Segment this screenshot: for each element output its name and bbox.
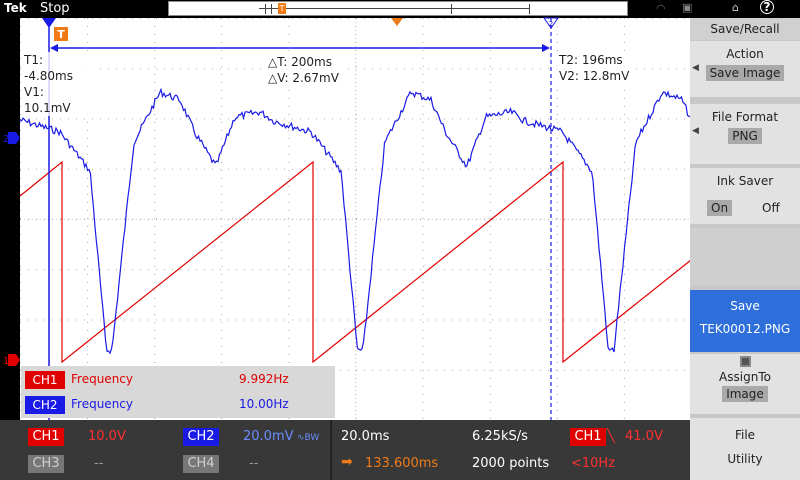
menu-ink-label: Ink Saver — [716, 174, 774, 188]
measurement-value: 9.992Hz — [239, 372, 289, 386]
cursor-delta-readout: △T: 200ms △V: 2.67mV — [265, 54, 347, 86]
menu-action-label: Action — [726, 47, 764, 61]
cursor2-top-marker-label: 2 — [549, 20, 553, 28]
wifi-icon: ◠ — [656, 2, 666, 15]
waveform-display: 2 T 2 1 — [3, 17, 692, 420]
record-length: 2000 points — [472, 456, 550, 471]
cursor1-time: T1: -4.80ms — [24, 53, 73, 83]
ch2-ground-marker — [8, 132, 20, 144]
save-icon — [739, 356, 751, 367]
ch2-ground-marker-label: 2 — [3, 134, 9, 145]
cursor-span-arrowhead-left — [50, 44, 58, 52]
measurement-value: 10.00Hz — [239, 397, 289, 411]
header-icons: ◠ ▣ ⌂ ? — [656, 0, 800, 18]
trigger-time-marker-label: T — [57, 28, 65, 41]
measurement-row-ch2[interactable]: CH2 Frequency 10.00Hz — [21, 393, 335, 415]
menu-knob-arrow-icon: ◀ — [692, 63, 699, 73]
menu-file-utility-button[interactable]: File Utility — [690, 418, 800, 480]
trigger-frequency: <10Hz — [571, 456, 616, 471]
menu-assign-to-button[interactable]: AssignTo Image — [690, 354, 800, 414]
cursor-delta-time: △T: 200ms — [268, 55, 332, 69]
timebase-scale[interactable]: 20.0ms — [341, 429, 390, 444]
trigger-source[interactable]: CH1 — [570, 428, 606, 446]
menu-format-label: File Format — [711, 110, 779, 124]
menu-assign-label: AssignTo — [719, 370, 771, 384]
bottom-status-bar: CH1 10.0V CH2 20.0mV ∿BW CH3 -- CH4 -- 2… — [0, 420, 690, 480]
ch4-button[interactable]: CH4 — [183, 455, 219, 473]
ink-saver-off[interactable]: Off — [762, 201, 780, 215]
menu-file-format-button[interactable]: ◀ File Format PNG — [690, 104, 800, 164]
cursor-span-arrowhead-right — [542, 44, 550, 52]
ch1-ground-marker — [8, 354, 20, 366]
cursor2-voltage: V2: 12.8mV — [559, 69, 630, 83]
ch1-ground-marker-label: 1 — [3, 356, 9, 367]
ch1-waveform — [19, 160, 692, 364]
record-view-line — [259, 8, 529, 9]
menu-assign-value: Image — [722, 386, 768, 402]
record-view-tick — [529, 4, 530, 14]
measurement-channel-badge: CH2 — [25, 396, 65, 414]
menu-action-value: Save Image — [705, 65, 785, 81]
bandwidth-limit-icon: ∿BW — [297, 433, 320, 443]
brand-logo: Tek — [4, 1, 27, 15]
help-icon[interactable]: ? — [760, 0, 774, 14]
trigger-offset-arrow-icon: ➡ — [341, 454, 353, 470]
ch3-button[interactable]: CH3 — [28, 455, 64, 473]
menu-format-value: PNG — [728, 128, 762, 144]
usb-icon: ⌂ — [732, 1, 739, 14]
ch2-button[interactable]: CH2 — [183, 428, 219, 446]
record-view-tick — [451, 4, 452, 14]
trigger-level: 41.0V — [625, 429, 663, 444]
lock-icon: ▣ — [682, 1, 693, 14]
menu-empty-slot — [690, 228, 800, 286]
menu-ink-saver-button[interactable]: Ink Saver On Off — [690, 168, 800, 224]
menu-save-label: Save — [730, 299, 760, 313]
trigger-time-marker — [54, 27, 68, 41]
menu-action-button[interactable]: ◀ Action Save Image — [690, 41, 800, 97]
cursor2-readout: T2: 196ms V2: 12.8mV — [556, 52, 634, 84]
ch2-scale: 20.0mV — [243, 429, 294, 444]
cursor1-top-marker — [42, 18, 56, 28]
trigger-position-marker — [391, 18, 403, 26]
measurement-name: Frequency — [71, 397, 133, 411]
cursor2-top-marker — [543, 17, 559, 29]
ch1-scale: 10.0V — [88, 429, 126, 444]
ch3-scale: -- — [94, 456, 104, 471]
menu-title: Save/Recall — [690, 18, 800, 40]
measurement-row-ch1[interactable]: CH1 Frequency 9.992Hz — [21, 368, 335, 390]
trigger-offset[interactable]: 133.600ms — [365, 456, 439, 471]
top-status-bar: Tek Stop T — [0, 0, 690, 18]
record-view-tick — [265, 4, 266, 14]
ch2-waveform — [19, 87, 691, 355]
run-state-indicator[interactable]: Stop — [40, 1, 70, 16]
measurement-panel[interactable]: CH1 Frequency 9.992Hz CH2 Frequency 10.0… — [21, 366, 335, 418]
menu-knob-arrow-icon: ◀ — [692, 126, 699, 136]
ink-saver-on[interactable]: On — [707, 200, 733, 216]
record-view-tick — [271, 4, 272, 14]
measurement-channel-badge: CH1 — [25, 371, 65, 389]
menu-title-text: Save/Recall — [710, 22, 780, 36]
cursor-delta-voltage: △V: 2.67mV — [268, 71, 339, 85]
cursor1-readout: T1: -4.80ms V1: 10.1mV — [21, 52, 93, 116]
menu-save-button[interactable]: Save TEK00012.PNG — [690, 290, 800, 352]
menu-file-utility-line2: Utility — [727, 452, 763, 466]
trigger-slope-icon: ╲ — [607, 429, 615, 444]
measurement-name: Frequency — [71, 372, 133, 386]
record-view-bar[interactable]: T — [168, 1, 628, 16]
cursor1-voltage: V1: 10.1mV — [24, 85, 71, 115]
ch1-button[interactable]: CH1 — [28, 428, 64, 446]
ch4-scale: -- — [249, 456, 259, 471]
menu-save-filename: TEK00012.PNG — [699, 322, 791, 336]
sample-rate: 6.25kS/s — [472, 429, 528, 444]
menu-file-utility-line1: File — [734, 428, 756, 442]
cursor2-time: T2: 196ms — [559, 53, 623, 67]
record-view-trigger-marker: T — [278, 3, 286, 14]
status-divider — [330, 420, 332, 480]
